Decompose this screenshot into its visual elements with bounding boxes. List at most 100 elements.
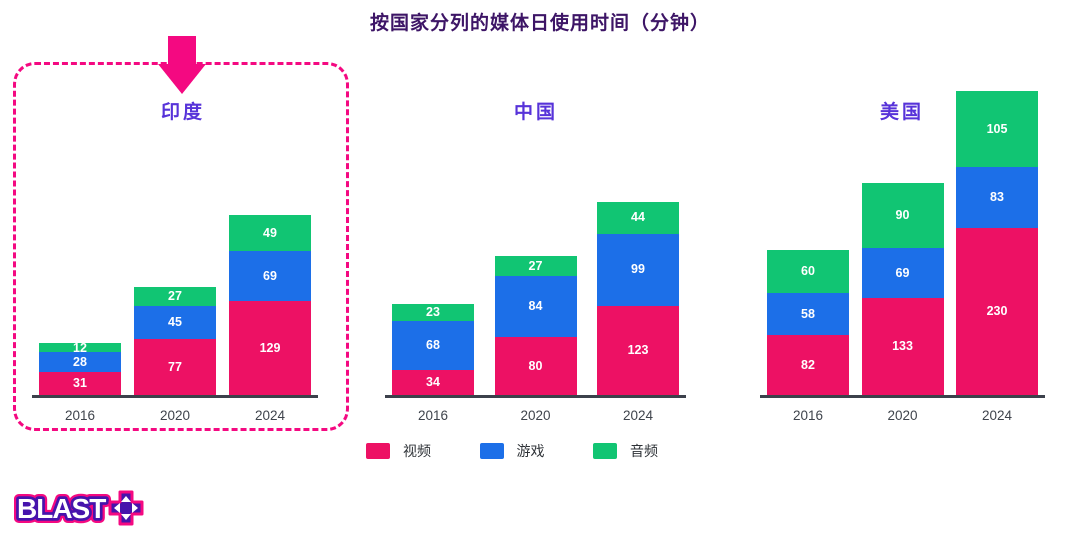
country-label-china: 中国 <box>513 102 558 123</box>
bars-row: 60 58 82 90 69 133 105 83 230 <box>767 91 1038 395</box>
x-axis-labels: 2016 2020 2024 <box>392 408 679 423</box>
segment-value-label: 90 <box>895 208 910 223</box>
segment-value-label: 105 <box>986 122 1008 137</box>
segment-value-label: 82 <box>801 357 815 372</box>
x-axis-line <box>760 395 1045 398</box>
segment-value-label: 27 <box>168 289 182 304</box>
chart-group-usa: 60 58 82 90 69 133 105 83 230 2016 2020 2024 <box>760 60 1045 423</box>
audio-swatch-icon <box>593 443 617 459</box>
stacked-bar-2020: 90 69 133 <box>861 182 944 395</box>
bar-segment-视频: 80 <box>494 336 577 395</box>
country-label-usa: 美国 <box>879 102 924 123</box>
segment-value-label: 68 <box>426 338 440 353</box>
bar-segment-视频: 230 <box>956 227 1038 395</box>
bar-segment-音频: 27 <box>494 256 577 276</box>
bar-segment-音频: 49 <box>229 215 311 252</box>
blast-logo-text: BLAST <box>17 493 106 524</box>
bar-segment-游戏: 68 <box>392 320 474 371</box>
bar-segment-游戏: 58 <box>767 293 849 336</box>
bar-segment-音频: 60 <box>767 249 849 294</box>
segment-value-label: 28 <box>73 355 87 370</box>
legend: 视频 游戏 音频 <box>366 441 658 461</box>
bar-segment-音频: 12 <box>39 342 121 354</box>
year-label: 2020 <box>520 408 551 423</box>
segment-value-label: 123 <box>627 343 649 358</box>
segment-value-label: 44 <box>631 210 645 225</box>
chart-title: 按国家分列的媒体日使用时间（分钟） <box>369 13 710 34</box>
segment-value-label: 99 <box>631 262 645 277</box>
segment-value-label: 69 <box>263 268 277 283</box>
segment-value-label: 84 <box>528 299 543 314</box>
arrow-down-icon <box>168 36 196 66</box>
segment-value-label: 77 <box>168 359 182 374</box>
bar-segment-视频: 129 <box>229 301 311 395</box>
bar-segment-视频: 31 <box>39 372 121 395</box>
stacked-bar-2016: 60 58 82 <box>767 249 849 395</box>
blast-logo-text: BLAST <box>17 493 106 524</box>
year-label: 2024 <box>254 408 286 423</box>
legend-item-games: 游戏 <box>479 441 545 461</box>
bars-row: 23 68 34 27 84 80 44 99 123 <box>392 201 679 395</box>
x-axis-line <box>385 395 686 398</box>
segment-value-label: 83 <box>990 190 1004 205</box>
bar-segment-游戏: 69 <box>229 251 311 302</box>
bar-segment-视频: 123 <box>597 305 679 395</box>
segment-value-label: 69 <box>895 265 910 280</box>
bar-segment-音频: 44 <box>597 201 679 234</box>
year-label: 2016 <box>417 408 449 423</box>
stacked-bar-2020: 27 84 80 <box>494 256 577 395</box>
stacked-bar-2024: 105 83 230 <box>956 91 1038 395</box>
stacked-bar-2016: 23 68 34 <box>392 304 474 395</box>
segment-value-label: 49 <box>263 226 277 240</box>
bar-segment-音频: 27 <box>134 286 216 307</box>
bars-row: 12 28 31 27 45 77 49 69 129 <box>39 215 311 395</box>
stacked-bar-2020: 27 45 77 <box>134 286 216 395</box>
country-label-india: 印度 <box>160 102 205 123</box>
bar-segment-游戏: 83 <box>956 167 1038 228</box>
year-label: 2016 <box>792 408 824 423</box>
bar-segment-视频: 133 <box>861 298 944 395</box>
bar-segment-音频: 23 <box>392 304 474 321</box>
segment-value-label: 31 <box>73 376 87 391</box>
dpad-icon <box>108 490 144 526</box>
legend-item-audio: 音频 <box>593 441 658 461</box>
bar-segment-游戏: 45 <box>134 306 216 340</box>
legend-item-video: 视频 <box>366 441 431 461</box>
segment-value-label: 60 <box>801 264 815 279</box>
segment-value-label: 45 <box>168 315 182 330</box>
bar-segment-游戏: 84 <box>494 275 577 337</box>
games-swatch-icon <box>479 443 504 459</box>
segment-value-label: 133 <box>892 339 913 354</box>
segment-value-label: 58 <box>801 307 815 322</box>
x-axis-labels: 2016 2020 2024 <box>39 408 311 423</box>
blast-logo: BLAST BLAST <box>14 488 144 528</box>
legend-label: 视频 <box>403 443 431 459</box>
year-label: 2016 <box>64 408 96 423</box>
bar-segment-游戏: 69 <box>861 248 944 299</box>
bar-segment-视频: 34 <box>392 370 474 395</box>
year-label: 2024 <box>622 408 654 423</box>
chart-group-china: 23 68 34 27 84 80 44 99 123 2016 2020 2024 <box>385 60 686 423</box>
bar-segment-音频: 105 <box>956 91 1038 168</box>
x-axis-labels: 2016 2020 2024 <box>767 408 1038 423</box>
year-label: 2020 <box>887 408 918 423</box>
segment-value-label: 27 <box>528 258 543 273</box>
segment-value-label: 80 <box>528 358 543 373</box>
segment-value-label: 129 <box>259 340 281 355</box>
bar-segment-游戏: 99 <box>597 233 679 306</box>
video-swatch-icon <box>366 443 390 459</box>
arrow-down-icon <box>158 64 206 94</box>
stacked-bar-2016: 12 28 31 <box>39 342 121 395</box>
segment-value-label: 34 <box>426 375 440 390</box>
bar-segment-音频: 90 <box>861 182 944 249</box>
stacked-bar-2024: 44 99 123 <box>597 201 679 395</box>
segment-value-label: 230 <box>986 304 1008 319</box>
bar-segment-视频: 82 <box>767 335 849 395</box>
year-label: 2020 <box>159 408 191 423</box>
segment-value-label: 23 <box>426 305 440 320</box>
x-axis-line <box>32 395 318 398</box>
bar-segment-视频: 77 <box>134 339 216 395</box>
chart-group-india: 12 28 31 27 45 77 49 69 129 2016 2020 2024 <box>32 60 318 423</box>
year-label: 2024 <box>981 408 1013 423</box>
